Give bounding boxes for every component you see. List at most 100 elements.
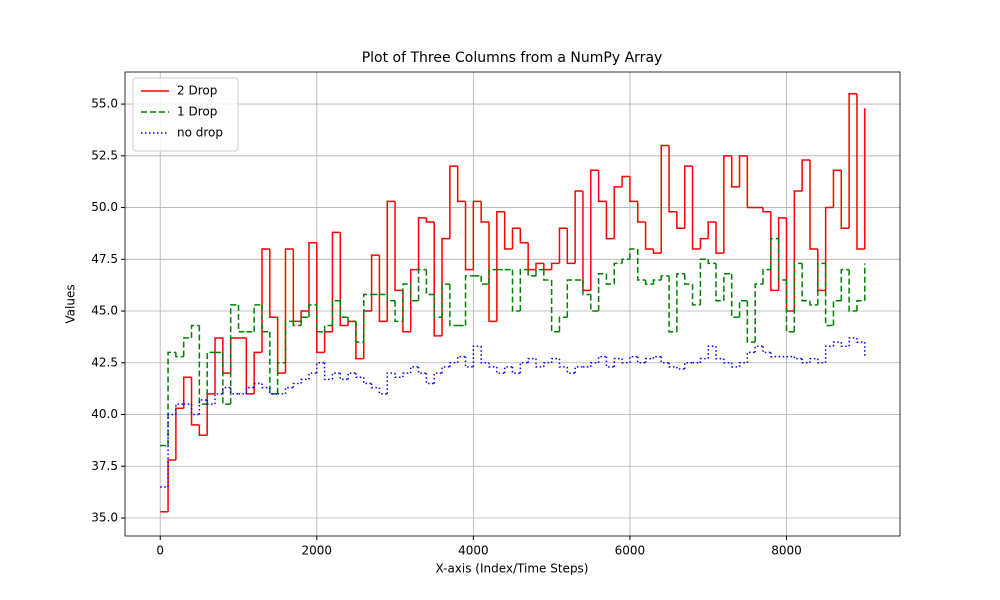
step-segment <box>644 222 654 250</box>
step-segment <box>817 262 826 305</box>
step-segment <box>668 362 677 368</box>
step-segment <box>832 299 842 326</box>
step-segment <box>284 386 294 394</box>
step-segment <box>809 357 818 363</box>
step-segment <box>456 355 466 363</box>
step-segment <box>832 169 842 208</box>
step-segment <box>363 293 372 343</box>
step-segment <box>848 337 857 347</box>
step-segment <box>261 248 270 353</box>
step-segment <box>574 190 583 264</box>
step-segment <box>746 155 756 209</box>
step-segment <box>386 372 396 394</box>
step-segment <box>809 300 818 306</box>
step-segment <box>621 175 630 187</box>
step-segment <box>754 345 764 353</box>
step-segment <box>190 404 200 416</box>
step-segment <box>206 400 216 405</box>
step-segment <box>637 248 646 281</box>
step-segment <box>770 211 779 292</box>
step-segment <box>409 268 419 332</box>
step-segment <box>550 357 560 363</box>
step-segment <box>754 283 764 343</box>
step-segment <box>198 424 208 436</box>
y-tick-label: 37.5 <box>91 459 118 473</box>
step-segment <box>785 279 795 333</box>
y-tick-label: 50.0 <box>91 200 118 214</box>
step-segment <box>550 262 560 270</box>
y-tick-label: 40.0 <box>91 407 118 421</box>
step-segment <box>323 362 333 381</box>
step-segment <box>355 373 364 379</box>
step-segment <box>582 191 591 292</box>
step-segment <box>496 210 505 322</box>
step-segment <box>323 330 333 353</box>
step-segment <box>535 268 544 276</box>
step-segment <box>433 222 443 337</box>
step-segment <box>503 211 513 250</box>
step-segment <box>363 377 372 385</box>
step-segment <box>793 262 803 332</box>
step-segment <box>597 355 607 363</box>
step-segment <box>652 355 662 359</box>
step-segment <box>511 366 521 374</box>
step-segment <box>300 378 309 384</box>
step-segment <box>480 346 490 364</box>
step-segment <box>590 169 599 291</box>
legend-box <box>132 77 239 152</box>
step-segment <box>801 159 810 192</box>
legend-label: 1 Drop <box>177 105 217 119</box>
step-segment <box>331 299 341 326</box>
step-segment <box>597 273 607 312</box>
step-segment <box>355 321 364 360</box>
step-segment <box>527 357 536 363</box>
step-segment <box>558 316 568 332</box>
step-segment <box>613 357 623 367</box>
y-tick-label: 52.5 <box>91 148 118 162</box>
step-segment <box>378 255 388 323</box>
step-segment <box>723 155 732 254</box>
y-tick-label: 42.5 <box>91 355 118 369</box>
step-segment <box>386 200 396 322</box>
step-segment <box>848 269 857 312</box>
step-segment <box>856 337 865 343</box>
y-tick-label: 47.5 <box>91 252 118 266</box>
step-segment <box>543 269 552 281</box>
y-axis-label: Values <box>64 284 78 323</box>
step-segment <box>300 310 309 322</box>
step-segment <box>347 372 356 380</box>
step-segment <box>331 372 341 380</box>
step-segment <box>229 387 239 395</box>
y-tick-label: 45.0 <box>91 304 118 318</box>
step-segment <box>629 176 638 203</box>
step-segment <box>409 284 419 302</box>
step-segment <box>785 217 795 312</box>
step-segment <box>347 317 356 323</box>
step-segment <box>464 201 474 271</box>
step-segment <box>683 362 693 369</box>
step-segment <box>527 269 536 277</box>
step-segment <box>323 324 333 332</box>
step-segment <box>496 366 505 374</box>
step-segment <box>519 362 529 374</box>
step-segment <box>425 217 435 223</box>
step-segment <box>511 227 521 249</box>
step-segment <box>637 201 646 223</box>
x-tick-label: 2000 <box>302 544 333 558</box>
step-segment <box>566 228 576 265</box>
step-segment <box>308 372 317 380</box>
step-segment <box>175 403 184 415</box>
step-segment <box>363 310 372 359</box>
step-segment <box>402 290 411 333</box>
step-segment <box>770 352 779 358</box>
step-segment <box>590 362 599 367</box>
step-segment <box>308 304 317 318</box>
legend-label: 2 Drop <box>177 84 217 98</box>
step-segment <box>488 268 497 285</box>
step-segment <box>660 356 670 364</box>
step-segment <box>566 366 576 374</box>
step-segment <box>488 222 497 323</box>
step-segment <box>715 263 724 302</box>
step-segment <box>660 275 670 280</box>
step-segment <box>292 321 302 327</box>
